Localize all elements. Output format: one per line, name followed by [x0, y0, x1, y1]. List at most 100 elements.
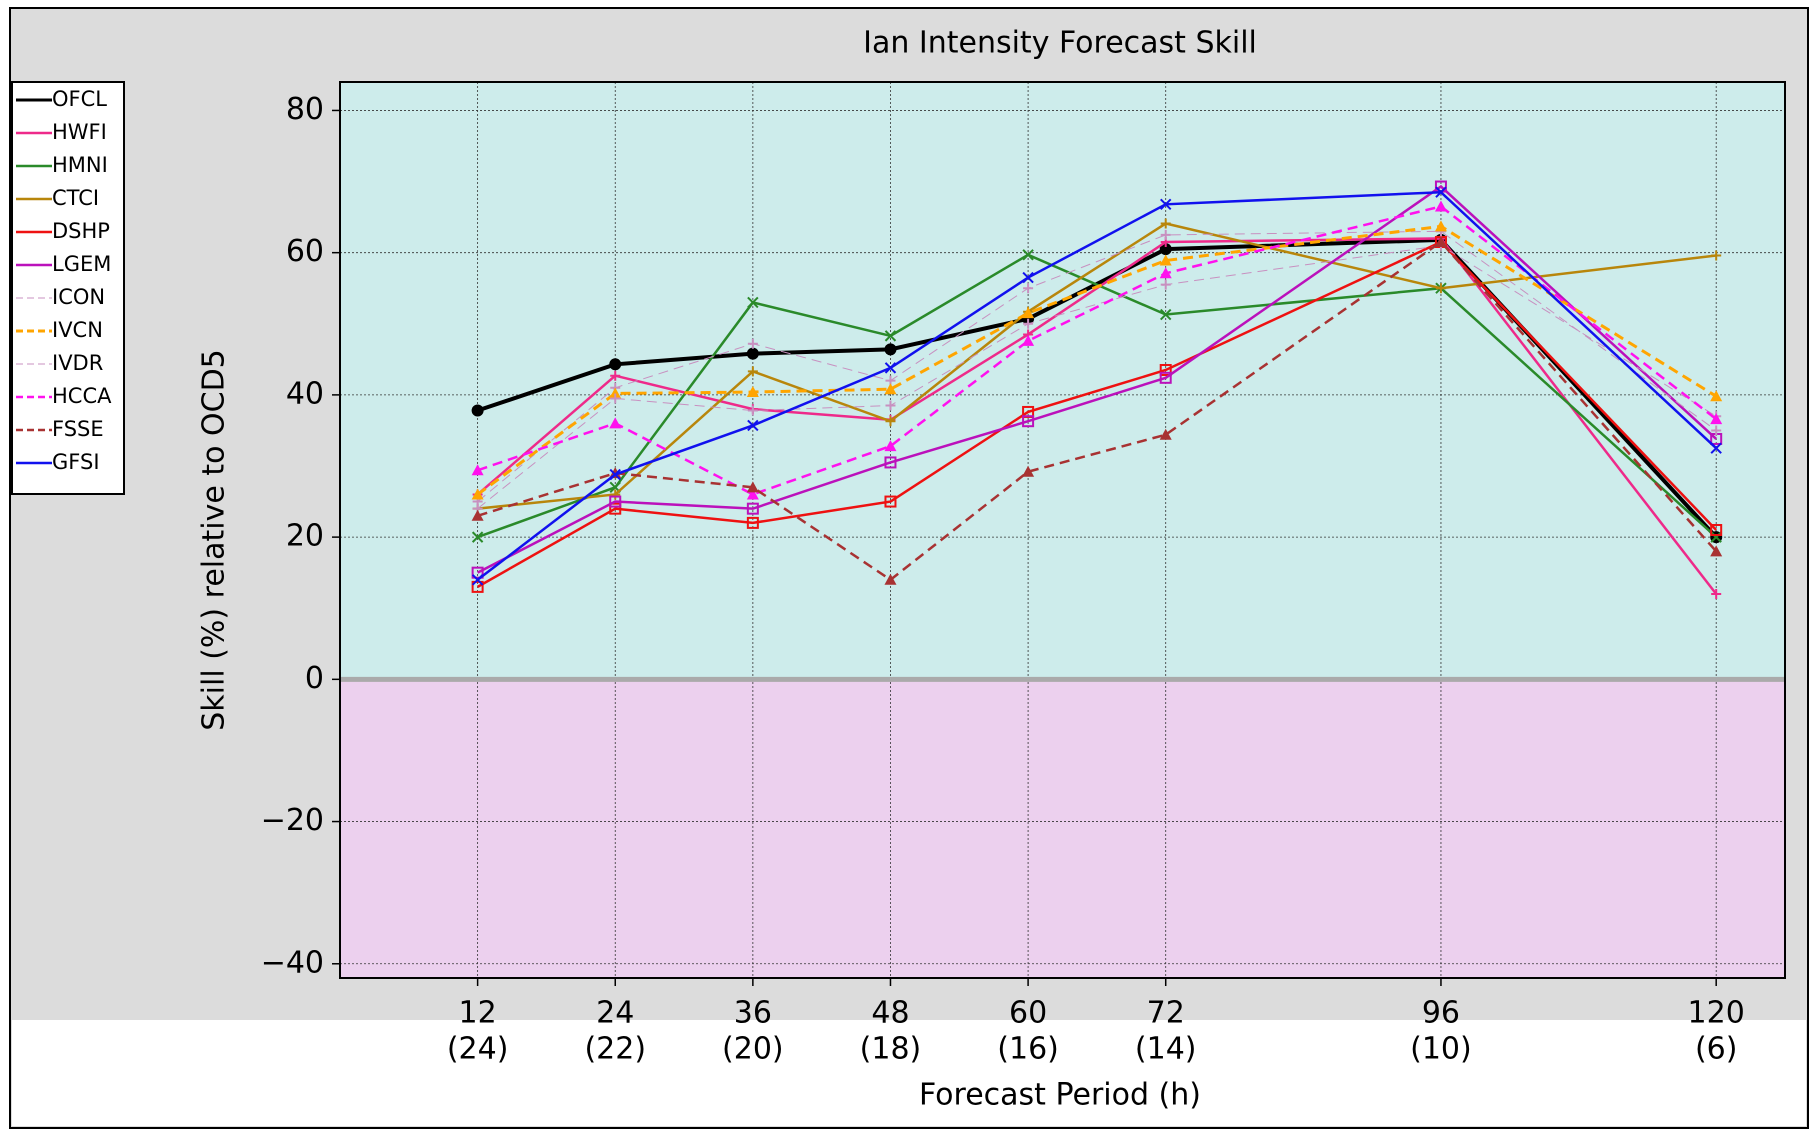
series-line — [477, 222, 1717, 510]
series-line — [477, 240, 1718, 582]
point — [746, 481, 759, 493]
legend-label: LGEM — [52, 252, 111, 276]
point — [884, 383, 897, 395]
point — [746, 386, 759, 398]
point — [471, 488, 484, 500]
point — [1160, 198, 1172, 211]
point — [1023, 318, 1034, 329]
footer-band — [12, 1020, 1806, 1126]
x-tick-sublabel: (20) — [722, 1032, 784, 1067]
point — [884, 440, 897, 452]
point — [609, 417, 622, 429]
x-tick-sublabel: (22) — [584, 1032, 646, 1067]
point — [1022, 465, 1035, 477]
point — [1159, 364, 1172, 376]
point — [746, 347, 759, 360]
x-tick-label: 24 — [596, 996, 634, 1031]
series-line — [477, 245, 1717, 510]
point — [1711, 589, 1722, 599]
point — [885, 416, 896, 427]
y-tick-label: −20 — [261, 803, 324, 838]
legend-label: IVDR — [52, 351, 103, 375]
point — [747, 296, 759, 309]
point — [884, 343, 897, 356]
point — [884, 456, 897, 469]
positive-region — [340, 82, 1785, 680]
point — [1022, 334, 1035, 346]
point — [609, 387, 622, 399]
legend-label: GFSI — [52, 450, 100, 474]
chart-title: Ian Intensity Forecast Skill — [863, 26, 1257, 61]
y-tick-label: 0 — [305, 661, 324, 696]
point — [1022, 415, 1035, 428]
x-tick-label: 120 — [1688, 996, 1745, 1031]
x-tick-label: 60 — [1009, 996, 1047, 1031]
point — [1160, 218, 1171, 229]
point — [609, 468, 621, 481]
point — [1710, 413, 1723, 425]
point — [1435, 186, 1447, 198]
series-line — [477, 253, 1718, 539]
point — [1711, 250, 1722, 261]
series-line — [476, 237, 1718, 595]
point — [471, 464, 484, 476]
point — [609, 502, 622, 515]
point — [1022, 249, 1034, 261]
x-tick-sublabel: (10) — [1410, 1032, 1472, 1067]
y-tick-label: 60 — [286, 234, 324, 269]
point — [1710, 442, 1722, 454]
point — [471, 574, 484, 586]
point — [1022, 271, 1034, 284]
y-tick-label: 80 — [286, 92, 324, 127]
point — [610, 370, 621, 381]
point — [1023, 283, 1034, 294]
x-tick-sublabel: (16) — [997, 1032, 1059, 1067]
point — [471, 531, 484, 543]
legend-label: FSSE — [52, 417, 104, 441]
point — [471, 580, 484, 593]
point — [1159, 428, 1172, 440]
x-tick-label: 72 — [1147, 996, 1185, 1031]
y-tick-label: 40 — [286, 376, 324, 411]
negative-region — [340, 679, 1785, 978]
point — [747, 405, 758, 416]
legend-box — [11, 81, 125, 495]
point — [1159, 254, 1172, 266]
legend-label: OFCL — [52, 87, 107, 111]
point — [1710, 545, 1723, 557]
point — [746, 488, 759, 500]
point — [1710, 390, 1723, 402]
x-tick-label: 36 — [734, 996, 772, 1031]
point — [747, 419, 759, 432]
series-line — [476, 190, 1718, 581]
point — [610, 393, 621, 404]
x-tick-label: 12 — [459, 996, 497, 1031]
point — [1159, 243, 1172, 256]
x-tick-sublabel: (24) — [447, 1032, 509, 1067]
point — [1022, 307, 1035, 319]
point — [471, 509, 484, 521]
point — [471, 566, 484, 579]
point — [610, 489, 621, 500]
series-line — [477, 240, 1718, 588]
point — [1160, 279, 1171, 290]
point — [1160, 229, 1171, 240]
legend-label: CTCI — [52, 186, 99, 210]
point — [884, 495, 897, 508]
point — [1710, 524, 1723, 536]
point — [884, 330, 897, 342]
legend-label: DSHP — [52, 219, 110, 243]
plot-border — [339, 81, 1786, 979]
x-tick-sublabel: (14) — [1135, 1032, 1197, 1067]
x-tick-sublabel: (18) — [860, 1032, 922, 1067]
point — [471, 404, 484, 417]
series-line — [477, 205, 1717, 496]
point — [1159, 267, 1172, 279]
point — [884, 573, 897, 585]
x-tick-label: 48 — [871, 996, 909, 1031]
y-tick-label: 20 — [286, 519, 324, 554]
legend-label: HMNI — [52, 153, 108, 177]
point — [1710, 531, 1722, 543]
legend-label: HCCA — [52, 384, 112, 408]
